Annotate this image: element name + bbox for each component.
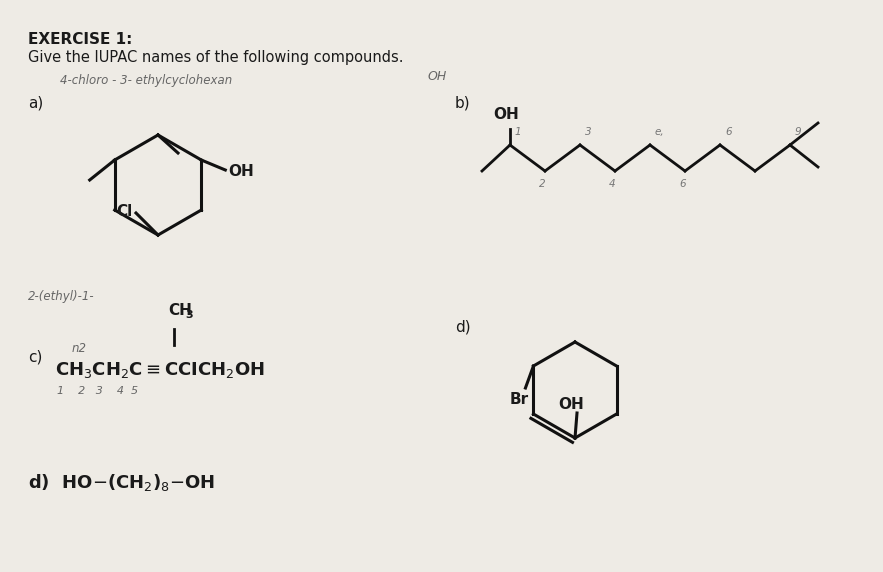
Text: OH: OH [428, 70, 448, 83]
Text: d): d) [455, 320, 471, 335]
Text: a): a) [28, 95, 43, 110]
Text: 2-(ethyl)-1-: 2-(ethyl)-1- [28, 290, 94, 303]
Text: 4: 4 [609, 179, 615, 189]
Text: b): b) [455, 95, 471, 110]
Text: e,: e, [655, 127, 665, 137]
Text: Give the IUPAC names of the following compounds.: Give the IUPAC names of the following co… [28, 50, 404, 65]
Text: 3: 3 [585, 127, 592, 137]
Text: 6: 6 [725, 127, 732, 137]
Text: 1: 1 [515, 127, 522, 137]
Text: 4-chloro - 3- ethylcyclohexan: 4-chloro - 3- ethylcyclohexan [60, 74, 232, 87]
Text: Cl: Cl [116, 204, 132, 219]
Text: d)  HO$-$(CH$_2$)$_8$$-$OH: d) HO$-$(CH$_2$)$_8$$-$OH [28, 472, 215, 493]
Text: c): c) [28, 350, 42, 365]
Text: 1    2   3    4  5: 1 2 3 4 5 [57, 386, 138, 396]
Text: n2: n2 [72, 342, 87, 355]
Text: 6: 6 [679, 179, 685, 189]
Text: OH: OH [493, 107, 519, 122]
Text: EXERCISE 1:: EXERCISE 1: [28, 32, 132, 47]
Text: CH$_3$CH$_2$C$\equiv$CCICH$_2$OH: CH$_3$CH$_2$C$\equiv$CCICH$_2$OH [55, 360, 265, 380]
Text: Br: Br [509, 392, 529, 407]
Text: OH: OH [558, 397, 584, 412]
Text: 3: 3 [185, 310, 192, 320]
Text: OH: OH [229, 164, 254, 178]
Text: CH: CH [168, 303, 192, 318]
Text: 2: 2 [539, 179, 546, 189]
Text: 9: 9 [795, 127, 802, 137]
